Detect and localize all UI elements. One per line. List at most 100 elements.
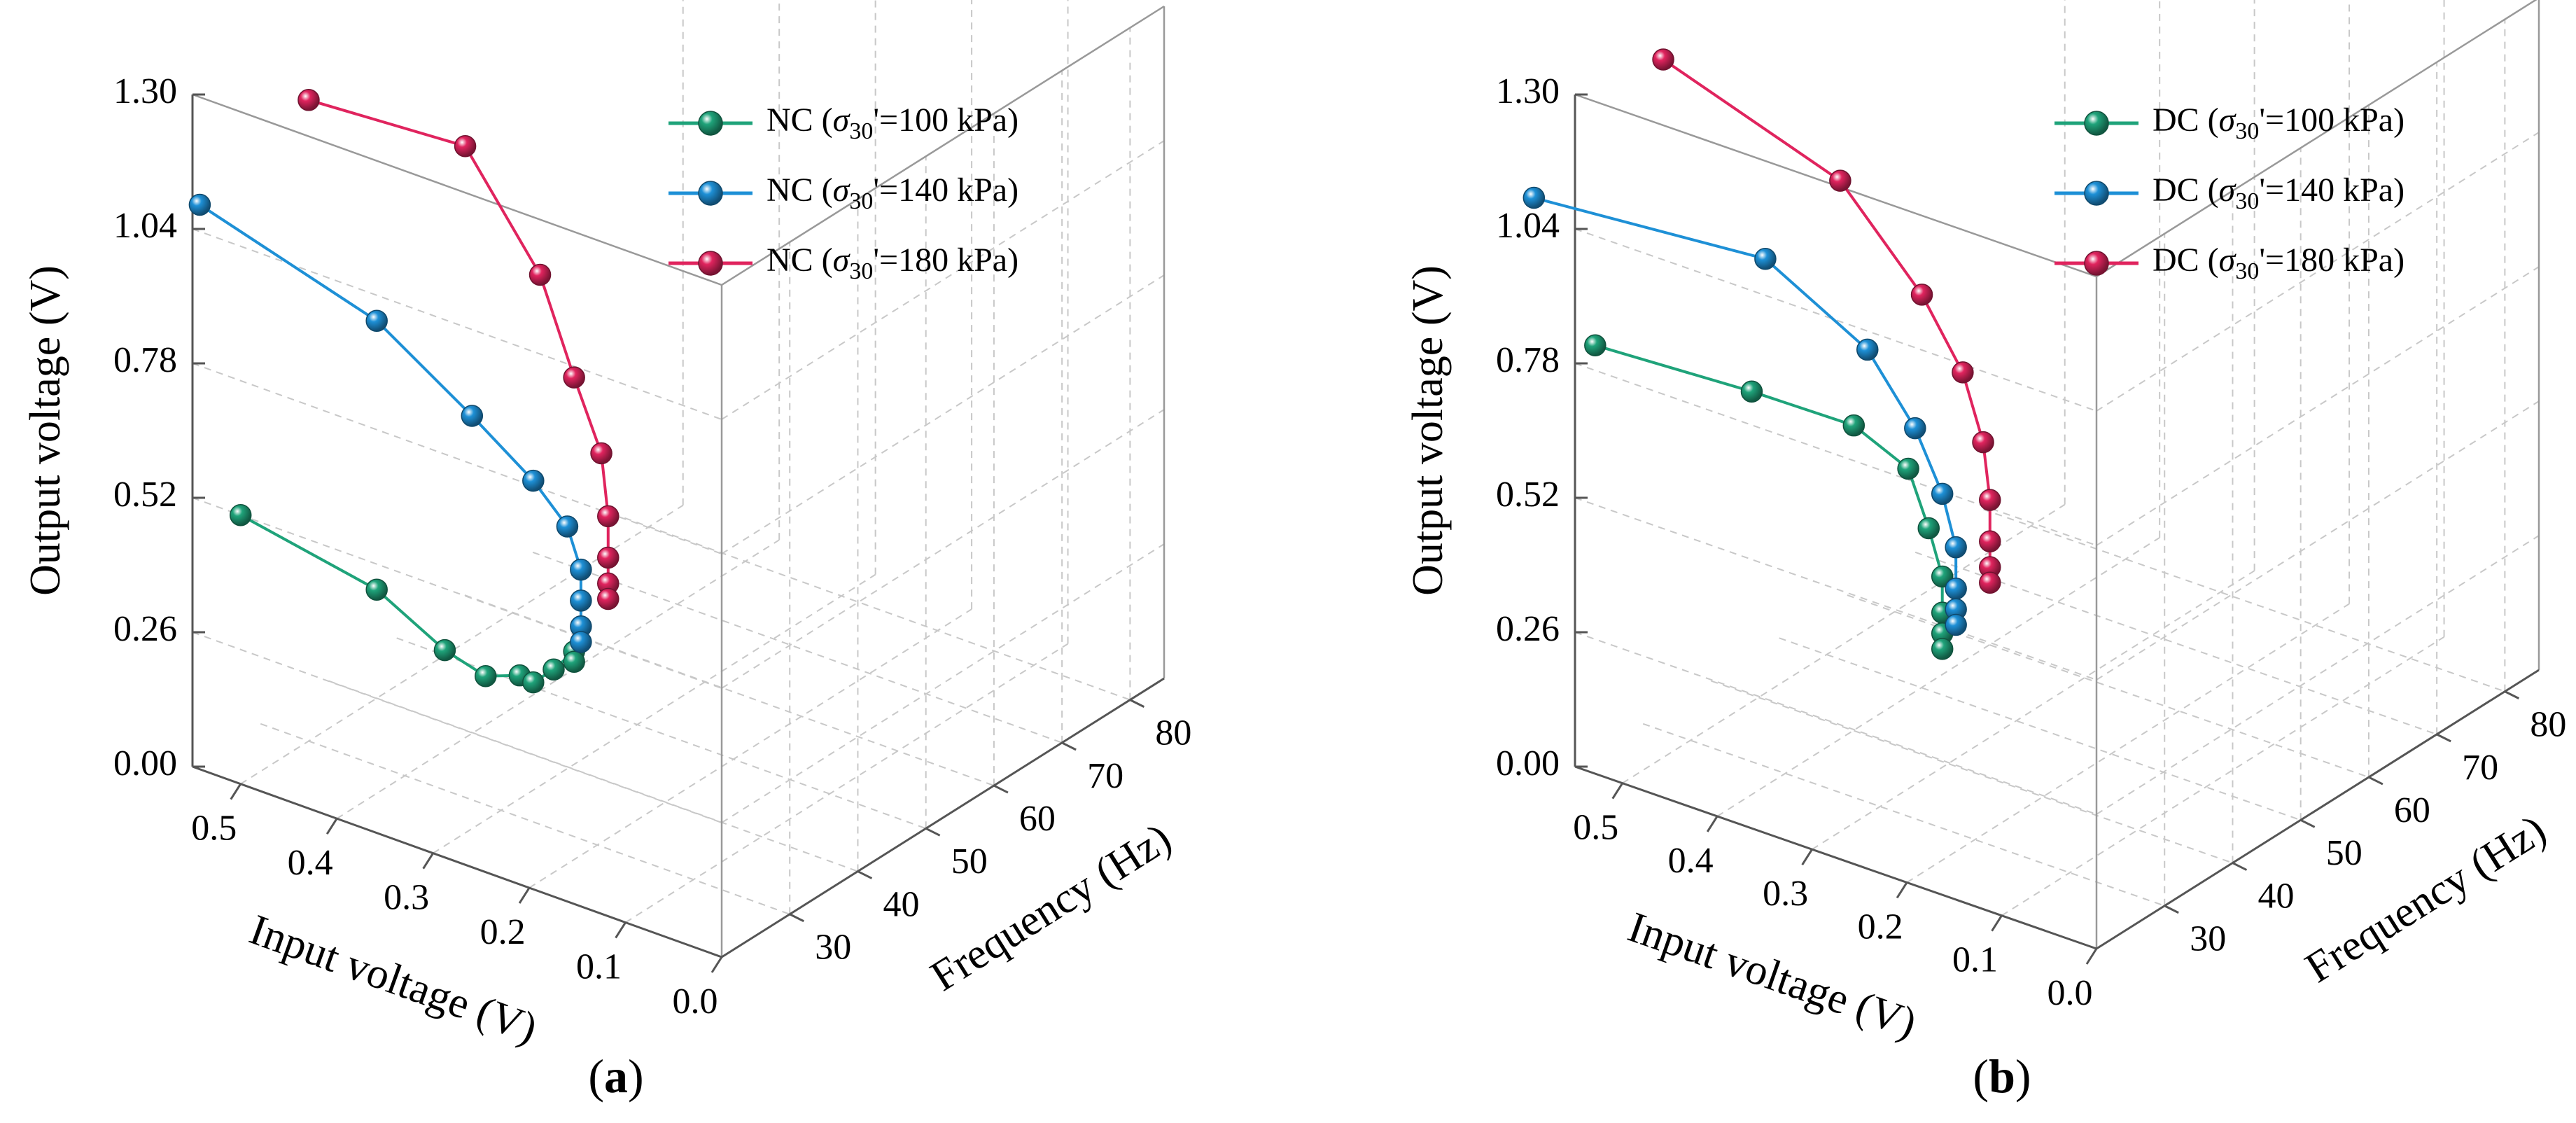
x-tick-mark [2085,948,2098,965]
x-tick-label: 0.3 [1763,874,1808,914]
data-point [1945,578,1967,600]
data-point [597,505,620,528]
data-point [563,366,585,389]
data-point [229,503,252,526]
data-point [570,590,592,612]
data-point [556,515,579,538]
y-tick-mark [789,913,804,923]
grid-line [1906,603,2350,884]
y-tick-mark [2504,690,2520,699]
legend-label: DC (σ30'=180 kPa) [2152,242,2404,284]
x-axis-line [1574,765,2097,950]
x-tick-label: 0.5 [191,809,237,849]
y-tick-label: 30 [2190,919,2226,959]
legend-label: DC (σ30'=100 kPa) [2152,102,2404,144]
z-tick-label: 1.30 [113,71,177,111]
grid-line [1574,497,2097,681]
legend-marker [2084,111,2109,136]
z-tick-label: 0.78 [1496,340,1560,380]
y-tick-label: 60 [1019,799,1056,839]
data-point [298,89,320,111]
y-tick-mark [857,870,873,879]
chart-panel-b: 0.00 0.26 0.52 0.78 1.04 1.30 0.5 0.4 0.3 0.2 0.1 0… [1404,0,2566,1103]
legend-entry-1: NC (σ30'=140 kPa) [668,172,1018,214]
data-point [522,671,545,694]
data-point [1972,431,1994,454]
data-point [522,469,545,492]
grid-line [1574,228,2097,412]
legend-entry-0: NC (σ30'=100 kPa) [668,102,1018,144]
data-point [365,309,388,332]
data-point [1897,457,1919,480]
y-tick-mark [2164,905,2179,914]
grid-line [532,551,1063,744]
z-tick-label: 1.04 [113,206,177,246]
series-line [1595,344,1944,649]
data-point [1979,571,2001,594]
legend-marker [698,181,723,206]
data-point [1584,334,1606,357]
grid-line [1779,637,2302,821]
grid-line [721,274,1165,554]
y-tick-label: 30 [815,928,851,968]
grid-line [625,643,1069,923]
chart-panel-a: 0.00 0.26 0.52 0.78 1.04 1.30 0.5 0.4 0.3 0.2 0.1 0… [22,0,1191,1103]
z-tick-label: 1.04 [1496,206,1560,246]
y-tick-label: 40 [2258,876,2294,916]
y-axis-line [2096,669,2540,950]
z-tick-label: 0.52 [113,475,177,515]
data-point [1740,380,1763,403]
x-tick-label: 0.4 [1668,841,1714,881]
data-point [1829,169,1851,192]
data-point [1910,284,1933,306]
z-axis-label: Output voltage (V) [22,265,69,596]
x-tick-mark [1896,881,1908,899]
data-point [597,546,620,569]
box-edge [2096,0,2538,278]
x-axis-line [192,765,722,958]
data-point [1856,338,1879,361]
data-point [365,578,388,601]
grid-line [1914,551,2437,735]
z-tick-label: 1.30 [1496,71,1560,111]
x-tick-mark [1991,914,2003,932]
z-tick-label: 0.26 [113,609,177,649]
grid-line [192,497,722,689]
x-tick-mark [518,887,531,904]
data-point [563,650,585,673]
data-point [570,631,592,653]
data-point [1979,489,2001,511]
data-point [570,558,592,581]
data-point [1945,536,1967,559]
z-axis-label: Output voltage (V) [1404,265,1452,596]
legend-label: NC (σ30'=180 kPa) [766,242,1018,284]
data-point [1754,247,1777,270]
legend-marker [2084,251,2109,276]
z-tick-label: 0.78 [113,340,177,380]
x-tick-label: 0.0 [673,982,718,1021]
y-tick-mark [2368,776,2384,786]
data-point [454,134,477,158]
data-point [1952,361,1974,384]
series-line [1533,196,1958,625]
legend-entry-2: DC (σ30'=180 kPa) [2054,242,2404,284]
y-tick-mark [1061,741,1077,751]
x-tick-label: 0.5 [1573,808,1618,848]
x-tick-mark [1611,782,1623,800]
series-2 [1652,48,2001,594]
x-tick-label: 0.3 [384,878,429,918]
grid-line [1812,570,2255,851]
z-tick-label: 0.00 [113,744,177,783]
data-point [188,193,211,216]
box-edge [192,93,722,286]
grid-line [1847,594,2370,779]
series-0 [229,503,585,694]
legend-marker [2084,181,2109,206]
x-tick-mark [422,852,434,870]
y-tick-mark [993,784,1009,794]
x-tick-mark [230,783,241,800]
grid-line [1983,508,2505,692]
grid-line [260,723,790,915]
series-1 [1522,186,1967,636]
